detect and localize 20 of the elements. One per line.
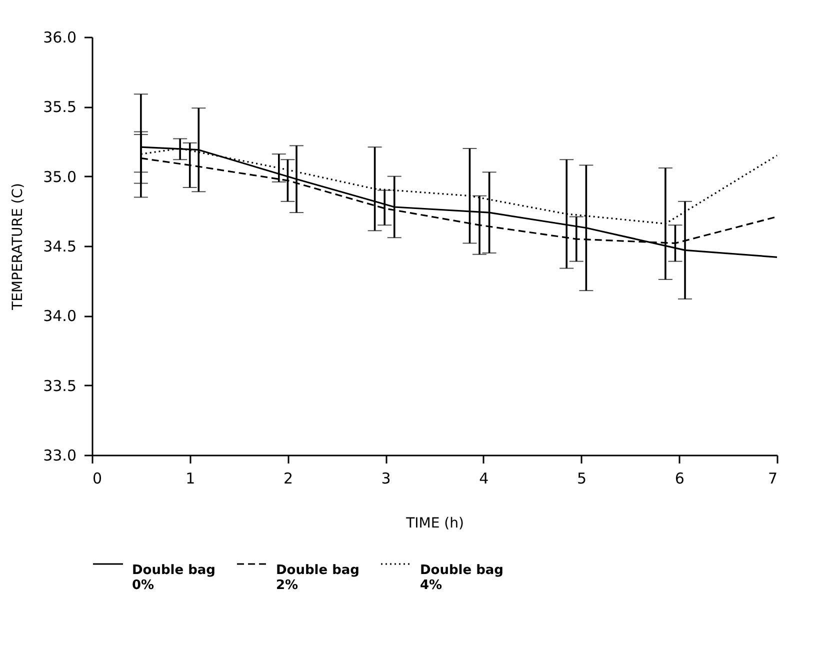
x-tick-label: 0 xyxy=(92,470,102,488)
y-tick-label: 35.5 xyxy=(43,98,76,116)
y-tick-label: 33.5 xyxy=(43,376,76,395)
y-tick-label: 35.0 xyxy=(43,168,76,186)
y-tick-label: 33.0 xyxy=(43,446,76,464)
legend-label: Double bag 0% xyxy=(132,563,216,593)
y-axis-title: TEMPERATURE (C) xyxy=(10,183,26,311)
x-tick-label: 5 xyxy=(577,470,587,488)
x-tick-label: 3 xyxy=(381,470,391,488)
x-tick-label: 1 xyxy=(186,470,196,488)
x-tick-label: 7 xyxy=(768,470,778,488)
legend-label: Double bag 2% xyxy=(276,563,360,593)
x-tick-label: 2 xyxy=(283,470,293,488)
x-tick-label: 4 xyxy=(479,470,489,488)
y-tick-label: 34.0 xyxy=(43,307,76,326)
x-axis-title: TIME (h) xyxy=(405,516,464,532)
y-tick-label: 36.0 xyxy=(43,28,76,46)
x-tick-label: 6 xyxy=(674,470,684,488)
legend-label: Double bag 4% xyxy=(420,563,504,593)
y-tick-label: 34.5 xyxy=(43,238,76,256)
